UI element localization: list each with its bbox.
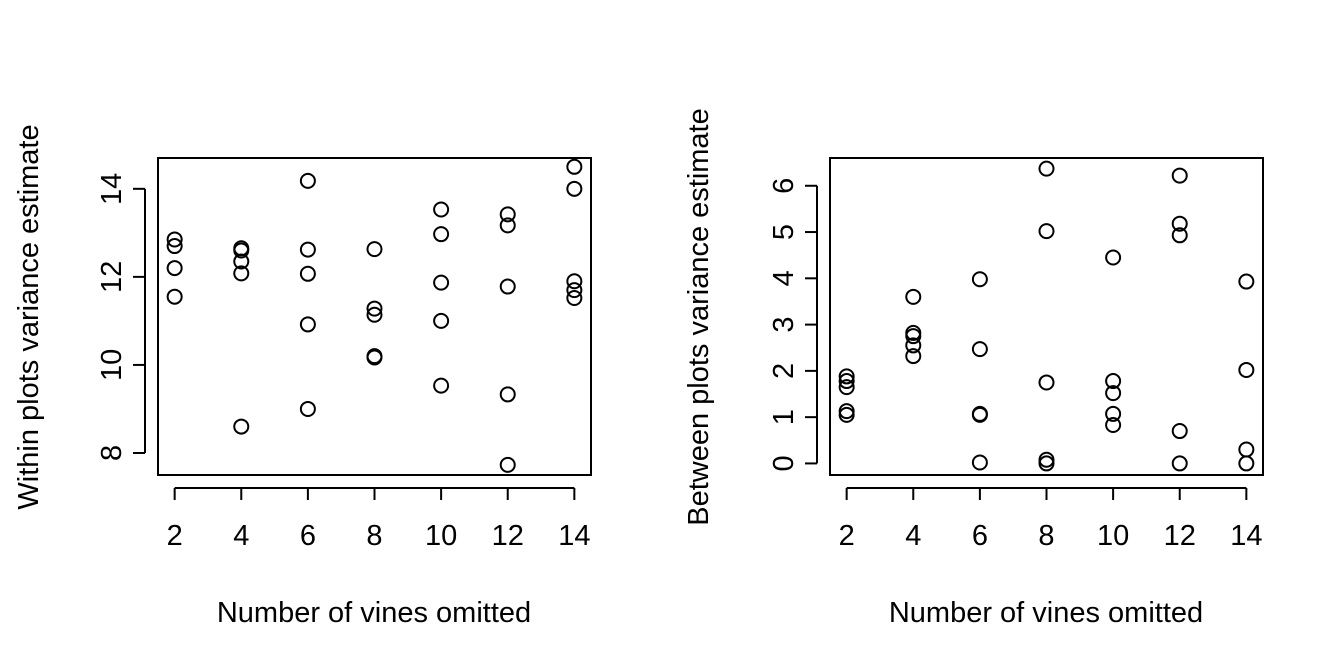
data-point	[499, 278, 516, 295]
x-tick-label: 8	[1038, 520, 1054, 552]
y-tick-label: 6	[768, 178, 800, 194]
x-tick-label: 4	[905, 520, 921, 552]
y-tick-label: 1	[768, 409, 800, 425]
between-plots-scatter-panel: Number of vines omitted Between plots va…	[683, 108, 1264, 629]
data-point	[433, 274, 450, 291]
y-axis-label-left: Within plots variance estimate	[13, 124, 45, 509]
data-point	[1238, 455, 1255, 472]
x-tick-label: 12	[492, 520, 524, 552]
x-tick-label: 8	[366, 520, 382, 552]
data-point	[1171, 227, 1188, 244]
x-tick-label: 6	[972, 520, 988, 552]
data-point	[433, 226, 450, 243]
data-point	[433, 377, 450, 394]
y-tick-label: 12	[96, 261, 128, 293]
data-point	[905, 288, 922, 305]
data-point	[233, 265, 250, 282]
y-tick-label: 5	[768, 224, 800, 240]
y-tick-label: 3	[768, 317, 800, 333]
data-point	[905, 348, 922, 365]
plot-frame-right	[829, 157, 1264, 476]
y-tick-label: 14	[96, 173, 128, 205]
data-point	[233, 242, 250, 259]
data-point	[433, 312, 450, 329]
data-point	[1038, 374, 1055, 391]
y-tick-label: 0	[768, 455, 800, 471]
data-point	[971, 454, 988, 471]
data-point	[366, 306, 383, 323]
data-point	[166, 238, 183, 255]
x-axis-label-left: Number of vines omitted	[217, 597, 531, 629]
data-point	[299, 400, 316, 417]
data-point	[299, 172, 316, 189]
data-point	[1171, 455, 1188, 472]
x-tick-label: 14	[1230, 520, 1262, 552]
data-point	[366, 241, 383, 258]
within-plots-scatter-panel: Number of vines omitted Within plots var…	[13, 124, 592, 629]
data-point	[1105, 385, 1122, 402]
data-point	[1171, 215, 1188, 232]
data-point	[1105, 405, 1122, 422]
data-point	[299, 265, 316, 282]
y-tick-label: 2	[768, 363, 800, 379]
data-point	[566, 273, 583, 290]
x-tick-label: 4	[233, 520, 249, 552]
data-point	[1238, 273, 1255, 290]
x-tick-label: 2	[167, 520, 183, 552]
data-point	[299, 316, 316, 333]
data-point	[433, 201, 450, 218]
y-axis-label-right: Between plots variance estimate	[683, 108, 715, 526]
data-point	[1171, 167, 1188, 184]
data-point	[1171, 423, 1188, 440]
y-tick-label: 4	[768, 270, 800, 286]
data-point	[166, 231, 183, 248]
data-point	[1238, 361, 1255, 378]
data-point	[838, 373, 855, 390]
data-point	[499, 386, 516, 403]
data-point	[233, 418, 250, 435]
data-point	[499, 456, 516, 473]
data-point	[971, 271, 988, 288]
data-point	[566, 158, 583, 175]
data-point	[233, 253, 250, 270]
data-point	[499, 206, 516, 223]
data-point	[366, 300, 383, 317]
x-tick-label: 2	[839, 520, 855, 552]
data-point	[1105, 417, 1122, 434]
data-point	[166, 288, 183, 305]
y-tick-label: 8	[96, 445, 128, 461]
data-point	[299, 241, 316, 258]
x-tick-label: 10	[425, 520, 457, 552]
data-point	[1038, 160, 1055, 177]
x-tick-label: 10	[1097, 520, 1129, 552]
data-point	[838, 379, 855, 396]
data-point	[1105, 373, 1122, 390]
data-point	[1105, 249, 1122, 266]
data-point	[566, 180, 583, 197]
x-tick-label: 6	[300, 520, 316, 552]
data-point	[905, 328, 922, 345]
data-point	[166, 260, 183, 277]
data-point	[1238, 441, 1255, 458]
data-point	[499, 217, 516, 234]
plot-frame-left	[157, 157, 592, 476]
y-tick-label: 10	[96, 349, 128, 381]
x-tick-label: 14	[558, 520, 590, 552]
data-point	[838, 406, 855, 423]
data-point	[971, 341, 988, 358]
data-point	[1038, 223, 1055, 240]
data-point	[1038, 455, 1055, 472]
x-tick-label: 12	[1164, 520, 1196, 552]
data-point	[971, 406, 988, 423]
x-axis-label-right: Number of vines omitted	[889, 597, 1203, 629]
data-point	[366, 349, 383, 366]
data-point	[566, 282, 583, 299]
data-point	[838, 368, 855, 385]
data-point	[905, 337, 922, 354]
data-point	[566, 290, 583, 307]
